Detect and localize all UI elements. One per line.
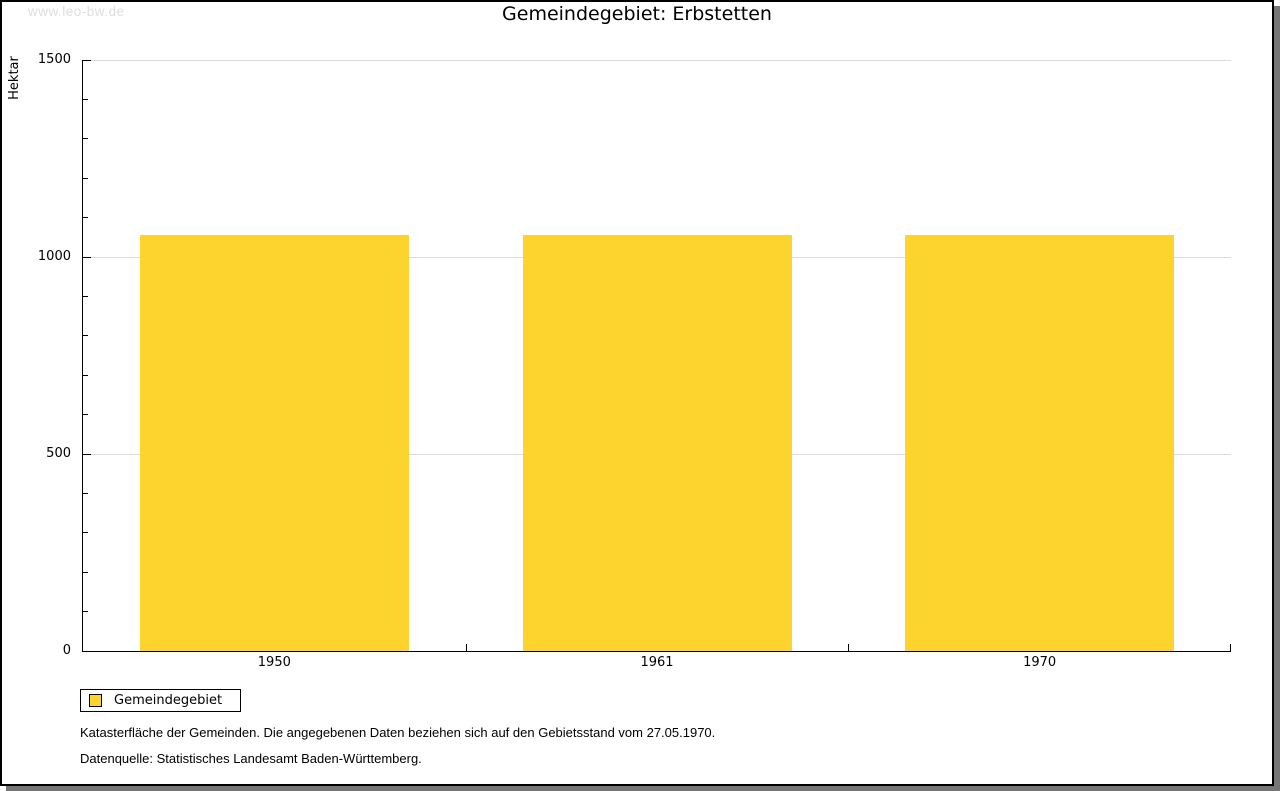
x-tick-label-1961: 1961 [640,655,674,670]
y-tick-label: 0 [62,643,71,658]
frame-shadow-bottom [6,786,1274,791]
footer-note: Katasterfläche der Gemeinden. Die angege… [80,725,716,740]
y-tick-major [83,256,91,258]
x-tick-label-1950: 1950 [257,655,291,670]
y-tick-minor [83,611,88,613]
watermark-leo-bw: www.leo-bw.de [28,4,125,19]
legend-swatch-gemeindegebiet [89,694,102,707]
y-tick-major [83,453,91,455]
y-tick-minor [83,571,88,573]
footer-source: Datenquelle: Statistisches Landesamt Bad… [80,751,422,766]
y-tick-minor [83,217,88,219]
y-tick-major [83,59,91,61]
y-tick-label: 500 [46,446,71,461]
legend-label-gemeindegebiet: Gemeindegebiet [114,693,223,708]
legend: Gemeindegebiet [80,689,242,712]
x-axis-boundary-tick [1230,644,1231,651]
bar-1950 [139,234,409,651]
y-axis-line [82,60,83,652]
y-tick-minor [83,532,88,534]
y-tick-label: 1000 [37,249,71,264]
y-tick-minor [83,335,88,337]
y-tick-label: 1500 [37,52,71,67]
y-tick-minor [83,98,88,100]
gridline-1500 [83,59,1231,61]
y-tick-minor [83,374,88,376]
y-tick-minor [83,138,88,140]
y-tick-major [83,650,91,652]
plot-area: 0 500 1000 1500 1950 1961 1970 [38,52,1231,670]
frame-shadow-right [1274,6,1280,791]
y-tick-minor [83,177,88,179]
y-tick-minor [83,492,88,494]
chart-title: Gemeindegebiet: Erbstetten [502,3,772,25]
x-tick-label-1970: 1970 [1023,655,1057,670]
bar-1970 [905,234,1175,651]
y-axis-label: Hektar [7,56,22,100]
x-axis-boundary-tick [465,644,467,651]
y-tick-minor [83,295,88,297]
y-tick-minor [83,414,88,416]
x-axis-line [82,651,1231,652]
bar-1961 [522,234,792,651]
x-axis-boundary-tick [848,644,850,651]
